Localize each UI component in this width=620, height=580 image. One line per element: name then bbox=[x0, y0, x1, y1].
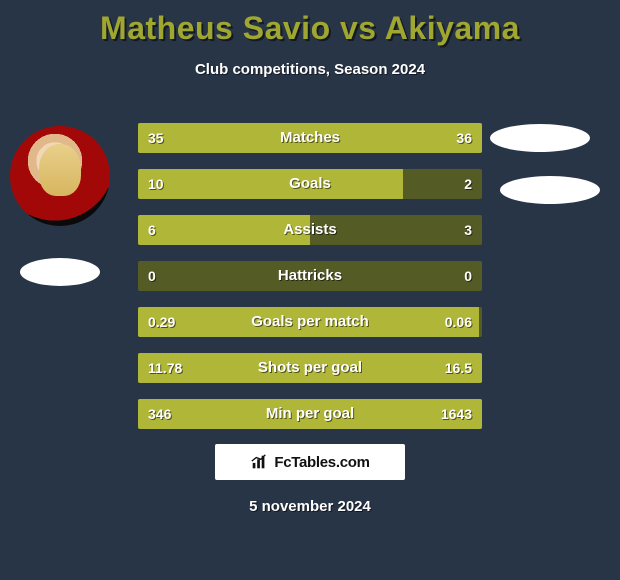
stat-row: 00Hattricks bbox=[138, 261, 482, 291]
player-left-avatar bbox=[10, 126, 110, 226]
brand-text: FcTables.com bbox=[274, 454, 369, 471]
stat-label: Shots per goal bbox=[138, 353, 482, 383]
stat-row: 3461643Min per goal bbox=[138, 399, 482, 429]
player-right-name-pill-2 bbox=[500, 176, 600, 204]
stat-label: Min per goal bbox=[138, 399, 482, 429]
stat-label: Matches bbox=[138, 123, 482, 153]
stat-label: Assists bbox=[138, 215, 482, 245]
generated-date: 5 november 2024 bbox=[0, 498, 620, 515]
stat-label: Goals bbox=[138, 169, 482, 199]
stat-label: Hattricks bbox=[138, 261, 482, 291]
stat-row: 11.7816.5Shots per goal bbox=[138, 353, 482, 383]
stat-row: 102Goals bbox=[138, 169, 482, 199]
stat-label: Goals per match bbox=[138, 307, 482, 337]
comparison-subtitle: Club competitions, Season 2024 bbox=[0, 61, 620, 78]
stat-row: 3536Matches bbox=[138, 123, 482, 153]
stat-row: 0.290.06Goals per match bbox=[138, 307, 482, 337]
brand-chart-icon bbox=[250, 453, 268, 471]
stat-bars-container: 3536Matches 102Goals 63Assists 00Hattricks 0… bbox=[138, 123, 482, 445]
player-right-name-pill-1 bbox=[490, 124, 590, 152]
comparison-title: Matheus Savio vs Akiyama bbox=[0, 0, 620, 47]
branding-box: FcTables.com bbox=[215, 444, 405, 480]
player-left-name-pill bbox=[20, 258, 100, 286]
stat-row: 63Assists bbox=[138, 215, 482, 245]
